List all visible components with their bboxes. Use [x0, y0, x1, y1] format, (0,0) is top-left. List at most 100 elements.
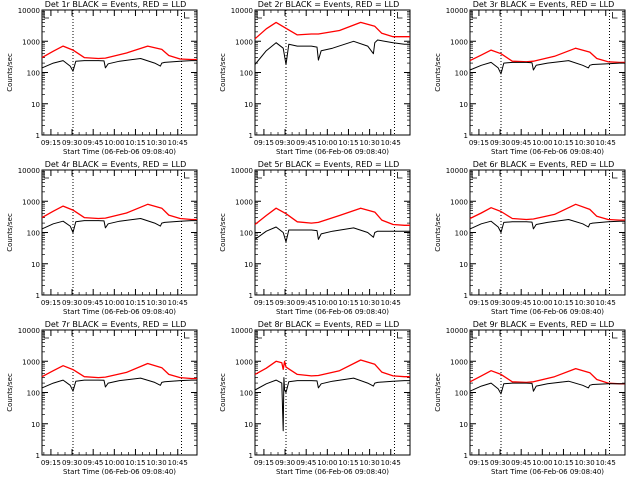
plot-frame [254, 169, 411, 296]
x-tick-label: 10:00 [532, 459, 552, 467]
y-tick-label: 1000 [22, 358, 40, 366]
corner-mark [43, 12, 49, 19]
corner-mark [397, 12, 403, 19]
y-tick-label: 10 [31, 421, 40, 429]
chart-panel-5: Det 5r BLACK = Events, RED = LLD 1 10 100 10… [219, 160, 411, 316]
y-tick-label: 1 [249, 132, 253, 140]
x-tick-label: 10:45 [596, 459, 616, 467]
events-series-line [469, 380, 625, 395]
x-tick-label: 09:45 [296, 299, 316, 307]
y-tick-label: 100 [240, 230, 253, 238]
chart-title: Det 5r BLACK = Events, RED = LLD [258, 160, 400, 169]
x-tick-label: 10:15 [338, 459, 358, 467]
plot-frame [469, 329, 626, 456]
x-tick-label: 10:45 [168, 459, 188, 467]
x-tick-label: 10:00 [532, 139, 552, 147]
events-series-line [41, 58, 197, 72]
y-tick-label: 10 [244, 261, 253, 269]
x-tick-label: 10:15 [125, 299, 145, 307]
x-tick-label: 10:30 [147, 459, 167, 467]
y-tick-label: 1 [464, 292, 468, 300]
x-tick-label: 09:15 [469, 139, 489, 147]
x-tick-label: 09:15 [254, 299, 274, 307]
x-tick-label: 09:30 [275, 139, 295, 147]
x-tick-label: 09:45 [83, 139, 103, 147]
corner-mark [256, 12, 262, 19]
y-tick-label: 10000 [231, 327, 253, 335]
x-tick-label: 10:45 [381, 139, 401, 147]
lld-series-line [254, 21, 410, 40]
x-tick-label: 09:30 [62, 459, 82, 467]
chart-panel-7: Det 7r BLACK = Events, RED = LLD 1 10 100 10… [6, 320, 198, 476]
events-series-line [254, 226, 410, 243]
y-tick-label: 10 [244, 101, 253, 109]
x-tick-label: 10:30 [360, 139, 380, 147]
corner-mark [256, 172, 262, 179]
x-tick-label: 10:15 [338, 139, 358, 147]
x-axis-label: Start Time (06-Feb-06 09:08:40) [63, 468, 176, 476]
y-tick-label: 10000 [446, 167, 468, 175]
y-tick-label: 10000 [446, 7, 468, 15]
x-axis-label: Start Time (06-Feb-06 09:08:40) [276, 148, 389, 156]
x-tick-label: 10:00 [317, 459, 337, 467]
y-tick-label: 10000 [446, 327, 468, 335]
x-tick-label: 09:30 [62, 299, 82, 307]
x-axis-label: Start Time (06-Feb-06 09:08:40) [276, 468, 389, 476]
corner-mark [471, 172, 477, 179]
x-tick-label: 10:15 [125, 459, 145, 467]
x-tick-label: 09:30 [275, 459, 295, 467]
y-tick-label: 100 [27, 230, 40, 238]
lld-series-line [41, 362, 197, 380]
events-series-line [254, 39, 410, 65]
x-tick-label: 09:45 [296, 459, 316, 467]
x-tick-label: 10:00 [104, 139, 124, 147]
x-axis-label: Start Time (06-Feb-06 09:08:40) [491, 148, 604, 156]
x-axis-label: Start Time (06-Feb-06 09:08:40) [491, 468, 604, 476]
x-tick-label: 10:30 [360, 299, 380, 307]
y-tick-label: 10 [459, 101, 468, 109]
plot-frame [254, 329, 411, 456]
x-tick-label: 09:15 [41, 299, 61, 307]
y-tick-label: 1000 [450, 198, 468, 206]
y-tick-label: 100 [455, 70, 468, 78]
x-tick-label: 09:30 [62, 139, 82, 147]
corner-mark [612, 12, 618, 19]
y-axis-label: Counts/sec [434, 373, 442, 412]
x-tick-label: 10:00 [317, 139, 337, 147]
events-series-line [469, 219, 625, 233]
y-tick-label: 1000 [235, 38, 253, 46]
y-tick-label: 1 [36, 132, 40, 140]
y-axis-label: Counts/sec [6, 373, 14, 412]
x-tick-label: 09:15 [41, 459, 61, 467]
x-tick-label: 10:15 [553, 299, 573, 307]
chart-panel-3: Det 3r BLACK = Events, RED = LLD 1 10 100 10… [434, 0, 626, 156]
x-tick-label: 09:15 [469, 299, 489, 307]
corner-mark [397, 332, 403, 339]
x-tick-label: 10:00 [104, 299, 124, 307]
plot-frame [254, 9, 411, 136]
y-tick-label: 10 [31, 261, 40, 269]
plot-frame [41, 169, 198, 296]
x-tick-label: 09:45 [511, 459, 531, 467]
corner-mark [612, 332, 618, 339]
y-tick-label: 10000 [231, 167, 253, 175]
y-tick-label: 10 [244, 421, 253, 429]
chart-panel-9: Det 9r BLACK = Events, RED = LLD 1 10 100 10… [434, 320, 626, 476]
y-tick-label: 10000 [231, 7, 253, 15]
chart-panel-1: Det 1r BLACK = Events, RED = LLD 1 10 100 10… [6, 0, 198, 156]
y-axis-label: Counts/sec [219, 373, 227, 412]
x-tick-label: 09:45 [511, 299, 531, 307]
x-tick-label: 10:45 [381, 299, 401, 307]
y-tick-label: 100 [455, 230, 468, 238]
corner-mark [612, 172, 618, 179]
events-series-line [41, 377, 197, 392]
corner-mark [184, 12, 190, 19]
chart-title: Det 4r BLACK = Events, RED = LLD [45, 160, 187, 169]
corner-mark [256, 332, 262, 339]
x-axis-label: Start Time (06-Feb-06 09:08:40) [63, 308, 176, 316]
y-tick-label: 1 [249, 292, 253, 300]
events-series-line [41, 218, 197, 233]
y-tick-label: 1 [249, 452, 253, 460]
x-tick-label: 10:30 [575, 459, 595, 467]
y-tick-label: 100 [240, 70, 253, 78]
